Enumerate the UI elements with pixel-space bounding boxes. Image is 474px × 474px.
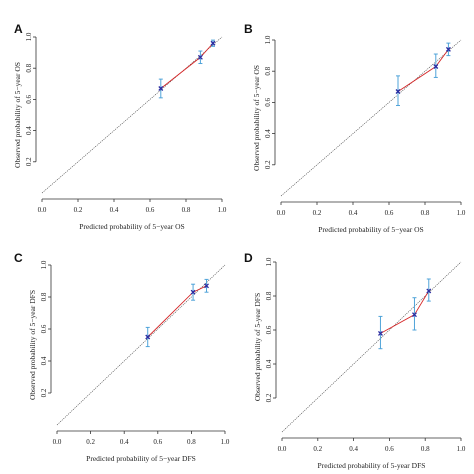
data-point-marker [395,89,401,94]
reference-diagonal-line [281,261,462,433]
x-tick-label: 0.4 [110,206,119,214]
data-point-marker [197,54,203,60]
x-axis-title: Predicted probability of 5-year DFS [318,461,426,470]
y-axis-title: Observed probability of 5-year DFS [253,293,262,401]
x-tick-label: 0.0 [277,209,286,217]
reference-diagonal-line [280,39,462,197]
x-tick-label: 0.4 [120,438,129,446]
x-tick-label: 0.6 [385,445,394,453]
data-point-marker [433,64,439,69]
y-tick-label: 0.8 [265,291,273,300]
y-tick-label: 1.0 [265,257,273,266]
data-point-marker [204,283,209,289]
x-axis-title: Predicted probability of 5−year OS [318,225,423,234]
x-tick-label: 0.0 [38,206,47,214]
data-point-marker [158,86,164,91]
x-axis-title: Predicted probability of 5−year DFS [86,454,196,463]
x-tick-label: 1.0 [457,445,466,453]
x-tick-label: 0.8 [421,445,430,453]
x-tick-label: 0.6 [153,438,162,446]
data-point-marker [377,330,383,336]
y-tick-label: 0.2 [40,388,48,397]
x-tick-label: 0.4 [349,445,358,453]
y-tick-label: 0.2 [264,160,272,169]
panel-b: B 0.2 0.4 0.6 0.8 1.0 0.0 0.2 0.4 0.6 0.8 1.0 Predic… [244,22,466,234]
panel-c: C 0.2 0.4 0.6 0.8 1.0 0.0 0.2 0.4 0.6 0.8 1.0 Predic… [14,251,230,463]
y-axis-title: Observed probability of 5−year OS [252,65,261,171]
y-tick-label: 1.0 [40,260,48,269]
x-tick-label: 0.8 [421,209,430,217]
x-tick-label: 0.6 [385,209,394,217]
y-tick-label: 0.2 [25,157,33,166]
x-tick-label: 0.0 [278,445,287,453]
y-tick-label: 0.4 [264,129,272,138]
data-point-marker [190,289,196,295]
x-tick-label: 0.0 [53,438,62,446]
reference-diagonal-line [41,36,223,194]
data-point-marker [426,288,432,294]
y-tick-label: 0.6 [25,95,33,104]
y-tick-label: 1.0 [25,32,33,41]
x-tick-label: 1.0 [218,206,227,214]
y-tick-label: 0.6 [264,98,272,107]
x-tick-label: 0.8 [182,206,191,214]
y-axis-title: Observed probability of 5−year DFS [28,290,37,400]
y-tick-label: 1.0 [264,35,272,44]
x-tick-label: 0.8 [187,438,196,446]
calibration-fit-line [147,285,207,338]
y-tick-label: 0.8 [25,63,33,72]
calibration-fit-line [397,49,449,92]
data-point-marker [445,46,451,52]
calibration-fit-line [380,290,430,334]
y-tick-label: 0.4 [265,359,273,368]
data-point-marker [412,312,417,318]
x-tick-label: 1.0 [221,438,230,446]
y-tick-label: 0.8 [264,66,272,75]
y-tick-label: 0.4 [40,356,48,365]
y-tick-label: 0.6 [40,324,48,333]
y-tick-label: 0.4 [25,126,33,135]
data-point-marker [145,334,151,340]
panel-label: D [244,251,253,265]
x-tick-label: 0.2 [74,206,83,214]
x-axis-title: Predicted probability of 5−year OS [79,222,184,231]
x-tick-label: 0.6 [146,206,155,214]
data-point-marker [210,40,216,46]
panel-label: B [244,22,253,36]
x-tick-label: 0.2 [313,209,322,217]
panel-d: D 0.2 0.4 0.6 0.8 1.0 0.0 0.2 0.4 0.6 0.8 1.0 Predic… [244,251,466,470]
x-tick-label: 0.2 [313,445,322,453]
panel-a: A 0.2 0.4 0.6 0.8 1.0 0.0 0.2 0.4 0.6 0.8 1.0 Predic… [13,22,227,231]
y-axis-title: Observed probability of 5−year OS [13,62,22,168]
y-tick-label: 0.8 [40,292,48,301]
panel-label: C [14,251,23,265]
x-tick-label: 0.2 [86,438,95,446]
x-tick-label: 1.0 [457,209,466,217]
y-tick-label: 0.6 [265,325,273,334]
x-tick-label: 0.4 [349,209,358,217]
panel-label: A [14,22,23,36]
y-tick-label: 0.2 [265,393,273,402]
calibration-fit-line [160,42,214,89]
